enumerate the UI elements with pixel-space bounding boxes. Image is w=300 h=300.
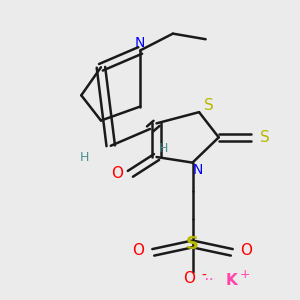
Text: S: S	[186, 235, 199, 253]
Text: K: K	[226, 273, 238, 288]
Text: N: N	[192, 163, 203, 177]
Text: S: S	[260, 130, 269, 145]
Text: O: O	[111, 166, 123, 181]
Text: S: S	[204, 98, 214, 112]
Text: H: H	[80, 151, 89, 164]
Text: O: O	[183, 272, 195, 286]
Text: H: H	[158, 142, 168, 155]
Text: +: +	[240, 268, 250, 281]
Text: -: -	[202, 269, 206, 283]
Text: O: O	[133, 244, 145, 259]
Text: O: O	[241, 244, 253, 259]
Text: N: N	[135, 36, 146, 50]
